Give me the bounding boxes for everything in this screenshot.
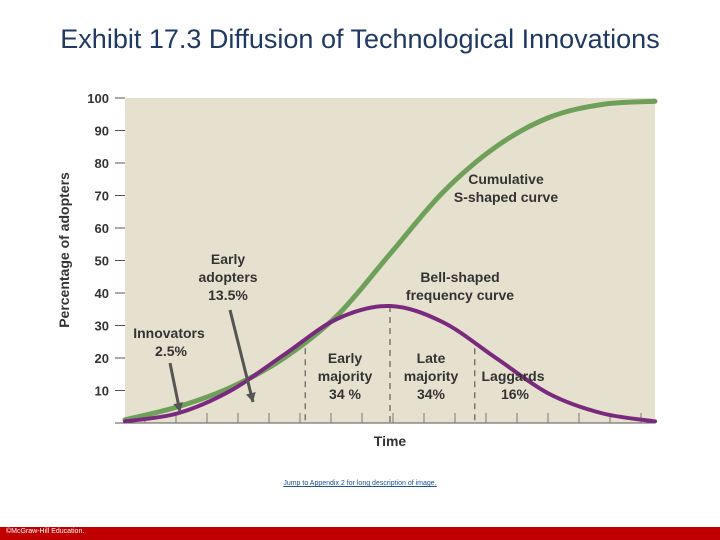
early-adopters-arrow	[228, 309, 256, 403]
segment-dividers	[304, 306, 476, 423]
early-adopters-label-line1: Early	[211, 251, 245, 267]
early-adopters-label-line3: 13.5%	[208, 287, 248, 303]
slide-title: Exhibit 17.3 Diffusion of Technological …	[60, 24, 660, 54]
laggards-label-line1: Laggards	[481, 368, 544, 384]
appendix-link[interactable]: Jump to Appendix 2 for long description …	[283, 480, 437, 487]
y-tick-label: 80	[95, 156, 109, 171]
cumulative-label-line2: S-shaped curve	[454, 189, 558, 205]
late-majority-label-line3: 34%	[417, 386, 446, 402]
annotation-labels: Cumulative S-shaped curve Bell-shaped fr…	[133, 171, 558, 402]
bell-frequency-curve	[123, 303, 657, 424]
copyright-text: ©McGraw-Hill Education.	[6, 528, 85, 535]
early-adopters-label-line2: adopters	[198, 269, 257, 285]
y-tick-group: 10 20 30 40 50 60 70 80 90 100	[87, 91, 655, 424]
cumulative-label-line1: Cumulative	[468, 171, 544, 187]
innovators-label-line1: Innovators	[133, 325, 205, 341]
laggards-label-line2: 16%	[501, 386, 530, 402]
y-tick-label: 100	[87, 91, 109, 106]
bell-label-line2: frequency curve	[406, 287, 514, 303]
y-tick-label: 60	[95, 221, 109, 236]
innovators-label-line2: 2.5%	[155, 343, 187, 359]
diffusion-chart: 10 20 30 40 50 60 70 80 90 100 Percentage of adop…	[56, 91, 658, 449]
early-majority-label-line1: Early	[328, 350, 362, 366]
plot-background	[125, 98, 655, 423]
y-tick-label: 20	[95, 351, 109, 366]
y-axis-label: Percentage of adopters	[56, 172, 72, 328]
innovators-arrow	[168, 362, 184, 413]
y-tick-label: 50	[95, 254, 109, 269]
annotation-arrows	[168, 309, 256, 413]
footer-bar: ©McGraw-Hill Education.	[0, 527, 720, 540]
y-tick-label: 40	[95, 286, 109, 301]
y-tick-label: 70	[95, 189, 109, 204]
y-tick-label: 90	[95, 124, 109, 139]
early-majority-label-line2: majority	[318, 368, 373, 384]
cumulative-s-curve	[122, 98, 658, 423]
late-majority-label-line1: Late	[417, 350, 446, 366]
y-tick-label: 10	[95, 384, 109, 399]
y-tick-label: 30	[95, 319, 109, 334]
x-axis-label: Time	[374, 433, 407, 449]
bell-label-line1: Bell-shaped	[420, 269, 499, 285]
late-majority-label-line2: majority	[404, 368, 459, 384]
early-majority-label-line3: 34 %	[329, 386, 361, 402]
